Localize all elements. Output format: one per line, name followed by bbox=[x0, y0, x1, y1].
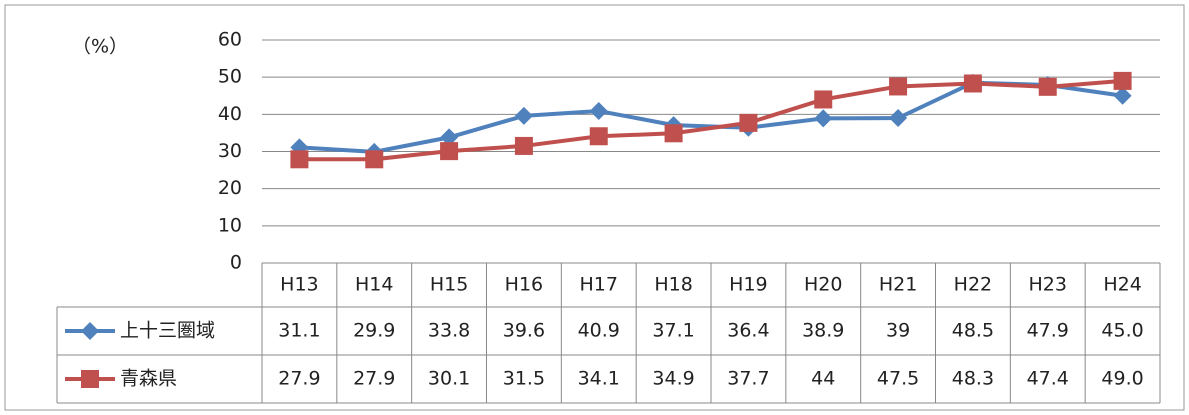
y-tick-label: 60 bbox=[218, 29, 242, 51]
data-point bbox=[365, 150, 384, 169]
data-point bbox=[1038, 77, 1057, 96]
y-tick-label: 50 bbox=[218, 66, 242, 88]
table-value: 38.9 bbox=[802, 320, 844, 342]
table-value: 30.1 bbox=[428, 368, 470, 390]
table-value: 29.9 bbox=[353, 320, 395, 342]
y-tick-label: 30 bbox=[218, 140, 242, 162]
table-value: 47.5 bbox=[877, 368, 919, 390]
y-tick-label: 0 bbox=[230, 252, 242, 274]
x-tick-label: H13 bbox=[280, 274, 318, 296]
x-tick-label: H23 bbox=[1029, 274, 1067, 296]
data-point bbox=[589, 101, 608, 120]
table-value: 36.4 bbox=[727, 320, 769, 342]
table-value: 48.5 bbox=[952, 320, 994, 342]
table-value: 47.9 bbox=[1027, 320, 1069, 342]
data-point bbox=[589, 127, 608, 146]
chart-border bbox=[4, 4, 1185, 411]
legend-label: 上十三圏域 bbox=[120, 320, 215, 342]
legend-marker bbox=[81, 370, 99, 388]
data-point bbox=[664, 124, 683, 143]
x-tick-label: H20 bbox=[804, 274, 842, 296]
legend-label: 青森県 bbox=[120, 368, 177, 390]
table-value: 37.1 bbox=[652, 320, 694, 342]
series-line bbox=[299, 78, 1123, 162]
x-tick-label: H14 bbox=[355, 274, 393, 296]
data-point bbox=[889, 77, 908, 96]
x-tick-label: H18 bbox=[654, 274, 692, 296]
y-tick-label: 40 bbox=[218, 103, 242, 125]
table-value: 27.9 bbox=[353, 368, 395, 390]
x-tick-label: H22 bbox=[954, 274, 992, 296]
data-point bbox=[514, 136, 533, 155]
table-value: 40.9 bbox=[578, 320, 620, 342]
table-value: 34.1 bbox=[578, 368, 620, 390]
x-tick-label: H16 bbox=[505, 274, 543, 296]
table-value: 27.9 bbox=[278, 368, 320, 390]
data-point bbox=[1113, 71, 1132, 90]
table-value: 33.8 bbox=[428, 320, 470, 342]
data-point bbox=[963, 74, 982, 93]
series-line bbox=[299, 80, 1123, 154]
y-axis-label: （%） bbox=[72, 36, 128, 58]
table-value: 34.9 bbox=[652, 368, 694, 390]
y-tick-label: 20 bbox=[218, 177, 242, 199]
x-tick-label: H19 bbox=[729, 274, 767, 296]
data-point bbox=[290, 150, 309, 169]
table-value: 48.3 bbox=[952, 368, 994, 390]
table-value: 45.0 bbox=[1101, 320, 1143, 342]
y-tick-label: 10 bbox=[218, 214, 242, 236]
legend-marker bbox=[81, 322, 99, 340]
data-point bbox=[814, 109, 833, 128]
table-value: 31.1 bbox=[278, 320, 320, 342]
table-value: 39 bbox=[886, 320, 910, 342]
data-point bbox=[440, 142, 459, 161]
x-tick-label: H17 bbox=[580, 274, 618, 296]
data-point bbox=[514, 106, 533, 125]
data-point bbox=[739, 113, 758, 132]
data-point bbox=[440, 128, 459, 147]
x-tick-label: H24 bbox=[1103, 274, 1141, 296]
x-tick-label: H15 bbox=[430, 274, 468, 296]
data-point bbox=[1113, 86, 1132, 105]
table-value: 49.0 bbox=[1101, 368, 1143, 390]
table-value: 39.6 bbox=[503, 320, 545, 342]
data-point bbox=[814, 90, 833, 109]
table-value: 44 bbox=[811, 368, 835, 390]
table-value: 37.7 bbox=[727, 368, 769, 390]
data-point bbox=[889, 109, 908, 128]
x-tick-label: H21 bbox=[879, 274, 917, 296]
table-value: 31.5 bbox=[503, 368, 545, 390]
table-value: 47.4 bbox=[1027, 368, 1069, 390]
